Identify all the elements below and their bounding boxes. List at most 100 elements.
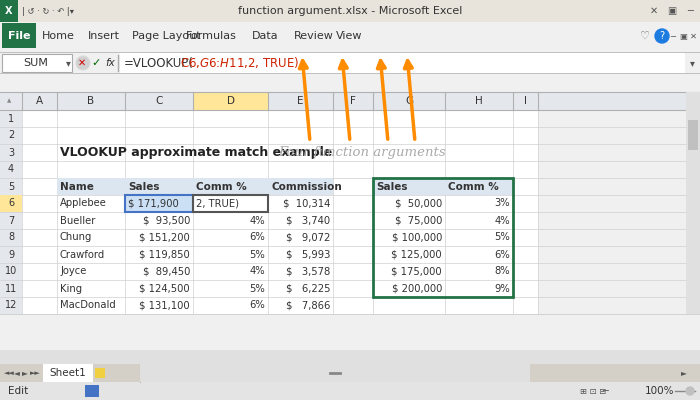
- Bar: [513, 178, 538, 195]
- Bar: [193, 92, 268, 110]
- Bar: [333, 92, 373, 110]
- Bar: [0, 195, 22, 212]
- Text: $   3,740: $ 3,740: [286, 216, 330, 226]
- Bar: [373, 195, 445, 212]
- Bar: [445, 263, 513, 280]
- Bar: [445, 161, 513, 178]
- Text: G: G: [405, 96, 413, 106]
- Bar: [0, 350, 700, 364]
- Bar: [193, 110, 268, 127]
- Text: ◄◄: ◄◄: [4, 370, 15, 376]
- Text: $  75,000: $ 75,000: [395, 216, 442, 226]
- Bar: [125, 246, 193, 263]
- Bar: [125, 195, 193, 212]
- Bar: [0, 0, 700, 22]
- Text: ─: ─: [687, 6, 693, 16]
- Bar: [22, 212, 57, 229]
- Text: 6%: 6%: [494, 250, 510, 260]
- Bar: [22, 297, 57, 314]
- Text: 5: 5: [8, 182, 14, 192]
- Text: 6: 6: [8, 198, 14, 208]
- Bar: [22, 92, 57, 110]
- Bar: [445, 127, 513, 144]
- Text: 5%: 5%: [249, 284, 265, 294]
- Text: $ 200,000: $ 200,000: [391, 284, 442, 294]
- Text: 2: 2: [8, 130, 14, 140]
- Bar: [22, 229, 57, 246]
- Bar: [333, 110, 373, 127]
- Bar: [268, 280, 333, 297]
- Text: 8%: 8%: [494, 266, 510, 276]
- Text: ▾: ▾: [690, 58, 694, 68]
- Text: $ 125,000: $ 125,000: [391, 250, 442, 260]
- Bar: [373, 178, 513, 297]
- Text: Data: Data: [252, 31, 279, 41]
- Bar: [22, 127, 57, 144]
- Text: ►: ►: [22, 368, 28, 378]
- Bar: [268, 127, 333, 144]
- Text: ♡: ♡: [640, 31, 650, 41]
- Text: 7: 7: [8, 216, 14, 226]
- Text: $ 131,100: $ 131,100: [139, 300, 190, 310]
- Text: E: E: [298, 96, 304, 106]
- Bar: [513, 195, 538, 212]
- Text: Chung: Chung: [60, 232, 92, 242]
- Bar: [2, 54, 72, 72]
- Text: 8: 8: [8, 232, 14, 242]
- Bar: [445, 110, 513, 127]
- Bar: [57, 229, 125, 246]
- Bar: [0, 246, 22, 263]
- Text: Commission: Commission: [271, 182, 342, 192]
- Bar: [445, 92, 513, 110]
- Bar: [373, 144, 445, 161]
- Bar: [0, 52, 700, 74]
- Text: Sales: Sales: [376, 182, 407, 192]
- Text: $ 151,200: $ 151,200: [139, 232, 190, 242]
- Text: Sheet1: Sheet1: [50, 368, 86, 378]
- Bar: [513, 92, 538, 110]
- Text: H: H: [475, 96, 483, 106]
- Text: D: D: [227, 96, 235, 106]
- Bar: [57, 178, 125, 195]
- Text: 3: 3: [8, 148, 14, 158]
- Bar: [333, 229, 373, 246]
- Bar: [268, 263, 333, 280]
- Circle shape: [76, 56, 90, 70]
- Bar: [0, 212, 22, 229]
- Text: Name: Name: [60, 182, 94, 192]
- Text: ⊞ ⊡ ⊟: ⊞ ⊡ ⊟: [580, 386, 606, 396]
- Text: $ 171,900: $ 171,900: [128, 198, 178, 208]
- Bar: [0, 110, 22, 127]
- Text: Applebee: Applebee: [60, 198, 107, 208]
- Text: $  93,500: $ 93,500: [143, 216, 190, 226]
- Text: Four function arguments: Four function arguments: [278, 146, 446, 159]
- Text: B: B: [88, 96, 94, 106]
- Bar: [373, 297, 445, 314]
- Text: Page Layout: Page Layout: [132, 31, 201, 41]
- Bar: [125, 297, 193, 314]
- Text: 1: 1: [8, 114, 14, 124]
- Text: ✓: ✓: [91, 58, 101, 68]
- Text: Edit: Edit: [8, 386, 28, 396]
- Bar: [22, 178, 57, 195]
- Text: 2, TRUE): 2, TRUE): [196, 198, 239, 208]
- Text: 4: 4: [8, 164, 14, 174]
- Bar: [0, 161, 22, 178]
- Bar: [686, 92, 700, 314]
- Bar: [57, 246, 125, 263]
- Bar: [268, 161, 333, 178]
- Bar: [0, 92, 700, 110]
- Bar: [125, 195, 193, 212]
- Bar: [57, 263, 125, 280]
- Text: ▣: ▣: [667, 6, 677, 16]
- Text: SUM: SUM: [24, 58, 48, 68]
- Bar: [333, 280, 373, 297]
- Text: Bueller: Bueller: [60, 216, 95, 226]
- Text: C: C: [155, 96, 162, 106]
- Bar: [333, 127, 373, 144]
- Text: $ 100,000: $ 100,000: [391, 232, 442, 242]
- Text: $   9,072: $ 9,072: [286, 232, 330, 242]
- Bar: [513, 144, 538, 161]
- Bar: [513, 110, 538, 127]
- Bar: [0, 0, 18, 22]
